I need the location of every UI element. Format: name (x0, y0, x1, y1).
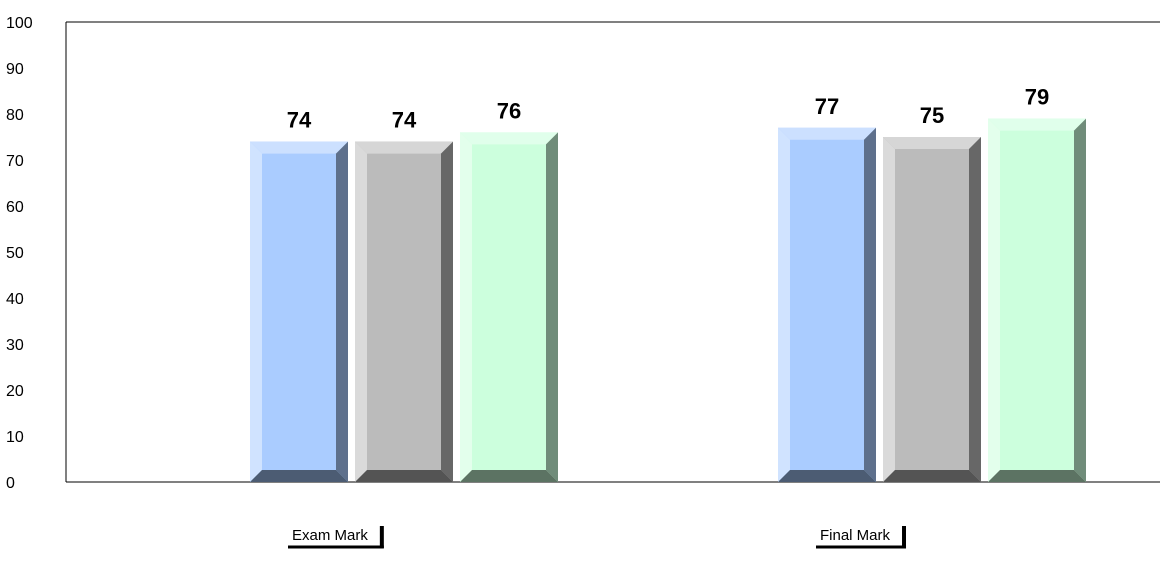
bar-body (460, 132, 558, 482)
y-tick-label: 60 (6, 199, 24, 216)
bar-value-label: 75 (920, 103, 944, 128)
bar (778, 127, 876, 483)
bar-bevel-bottom (778, 470, 876, 482)
bar-bevel-left (460, 132, 472, 482)
bar-bevel-right (546, 132, 558, 482)
bar-bevel-left (988, 118, 1000, 482)
bar-bevel-bottom (883, 470, 981, 482)
bar (988, 118, 1086, 482)
bar-bevel-top (778, 127, 876, 140)
bar-bevel-left (778, 127, 790, 483)
y-tick-label: 100 (6, 15, 33, 32)
bar-bevel-right (969, 137, 981, 482)
bar-bevel-left (883, 137, 895, 482)
bar-bevel-left (355, 141, 367, 482)
x-category-label: Exam Mark (292, 527, 368, 544)
bar-bevel-bottom (988, 470, 1086, 482)
bar-bevel-top (250, 141, 348, 154)
bar-value-label: 76 (497, 98, 521, 123)
bar-value-label: 74 (392, 108, 417, 133)
y-tick-label: 20 (6, 383, 24, 400)
bar-value-label: 74 (287, 108, 312, 133)
y-tick-label: 0 (6, 475, 15, 492)
bar-bevel-bottom (355, 470, 453, 482)
y-tick-label: 30 (6, 337, 24, 354)
bar-bevel-right (864, 127, 876, 483)
value-labels-layer: 74 74 76 77 75 79 (287, 85, 1049, 133)
bar-body (778, 127, 876, 483)
bar-value-label: 77 (815, 94, 839, 119)
bar-bevel-bottom (250, 470, 348, 482)
bars-layer (250, 118, 1086, 483)
bar-bevel-right (336, 141, 348, 482)
bar-bevel-left (250, 141, 262, 482)
bar-bevel-top (883, 137, 981, 149)
bar-bevel-top (460, 132, 558, 145)
y-tick-label: 90 (6, 61, 24, 78)
y-axis-ticks-layer: 0 10 20 30 40 50 60 70 80 90 100 (6, 15, 33, 492)
bar-bevel-top (355, 141, 453, 154)
x-category-label: Final Mark (820, 527, 891, 544)
bar-value-label: 79 (1025, 85, 1049, 110)
bar (883, 137, 981, 482)
y-tick-label: 80 (6, 107, 24, 124)
y-tick-label: 50 (6, 245, 24, 262)
y-tick-label: 70 (6, 153, 24, 170)
bar-body (988, 118, 1086, 482)
bar (250, 141, 348, 482)
y-tick-label: 10 (6, 429, 24, 446)
bar-body (250, 141, 348, 482)
bar-body (355, 141, 453, 482)
bar-bevel-top (988, 118, 1086, 131)
category-labels-layer: Exam Mark Final Mark (288, 526, 907, 549)
bar-bevel-right (441, 141, 453, 482)
bar-bevel-right (1074, 118, 1086, 482)
y-tick-label: 40 (6, 291, 24, 308)
bar-body (883, 137, 981, 482)
bar (460, 132, 558, 482)
bar (355, 141, 453, 482)
bar-bevel-bottom (460, 470, 558, 482)
